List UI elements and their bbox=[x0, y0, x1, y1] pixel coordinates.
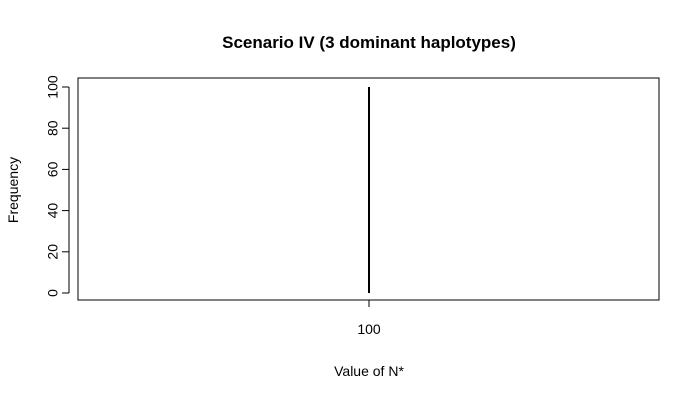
y-axis: 0 20 40 60 80 100 bbox=[45, 75, 70, 297]
y-tick-label: 0 bbox=[45, 289, 61, 297]
y-tick-label: 40 bbox=[45, 203, 61, 219]
x-axis-label: Value of N* bbox=[334, 363, 404, 379]
y-tick-label: 100 bbox=[45, 75, 61, 99]
chart-title: Scenario IV (3 dominant haplotypes) bbox=[222, 33, 516, 52]
y-tick-label: 60 bbox=[45, 161, 61, 177]
y-tick-label: 20 bbox=[45, 244, 61, 260]
x-axis: 100 bbox=[357, 300, 381, 337]
y-axis-label: Frequency bbox=[5, 157, 21, 223]
x-tick-label: 100 bbox=[357, 321, 381, 337]
y-tick-label: 80 bbox=[45, 120, 61, 136]
